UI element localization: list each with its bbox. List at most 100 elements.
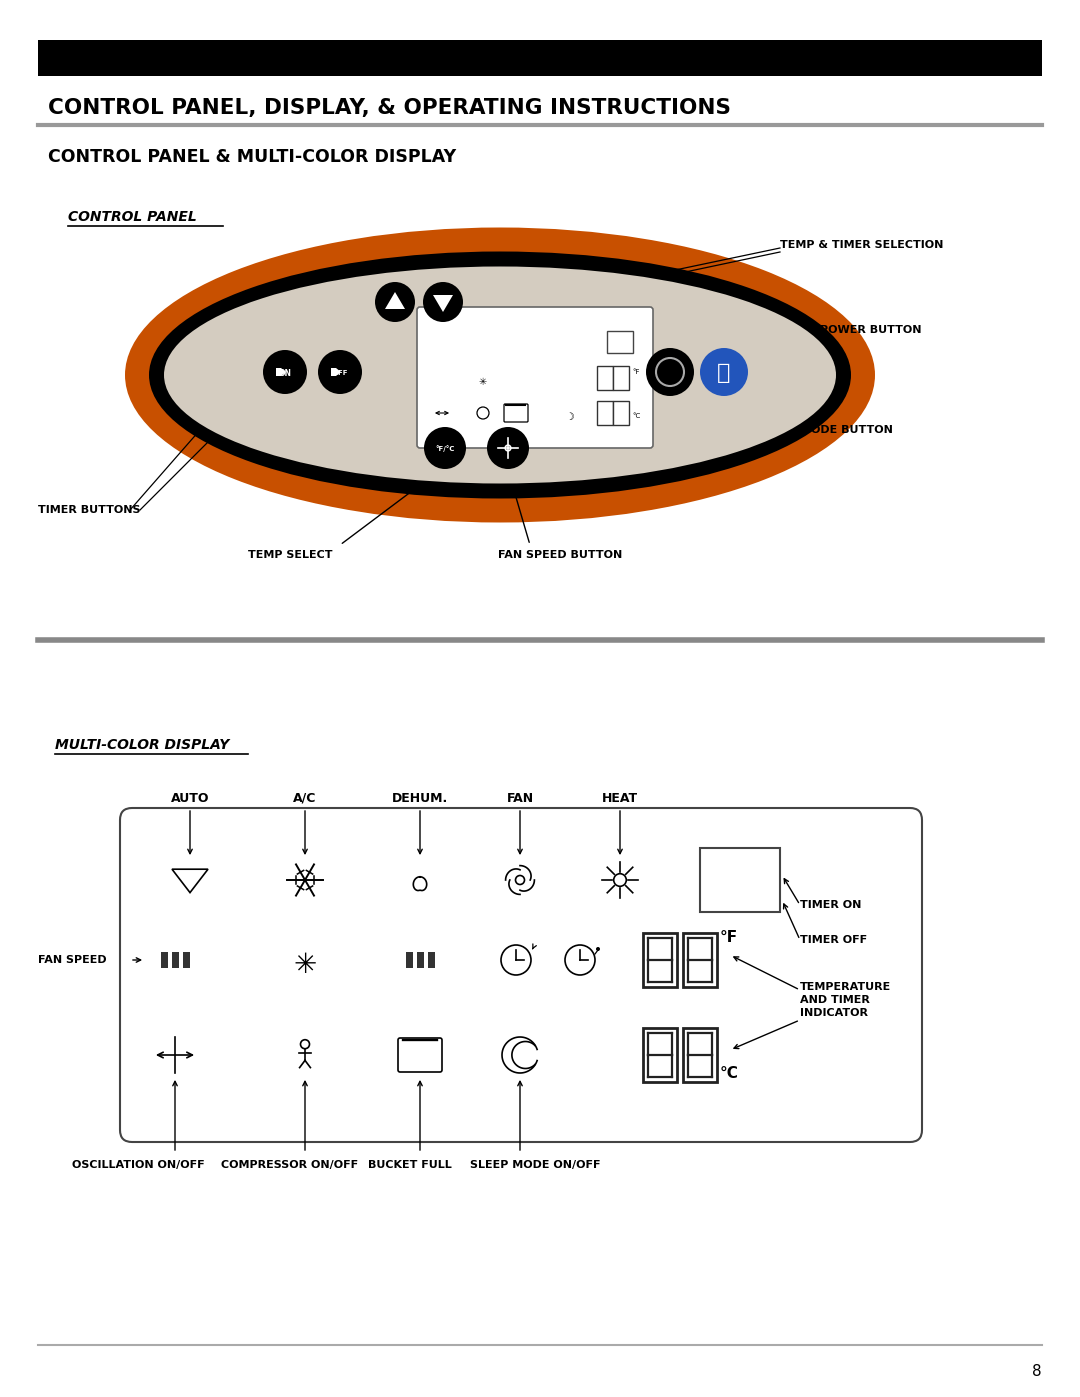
Text: °F/°C: °F/°C [435,446,455,453]
Circle shape [423,282,463,321]
Bar [514,374,519,383]
Bar [430,376,435,381]
Bar [172,956,178,965]
FancyBboxPatch shape [399,1038,442,1071]
FancyBboxPatch shape [683,933,717,988]
FancyBboxPatch shape [597,401,613,425]
FancyBboxPatch shape [700,848,780,912]
FancyBboxPatch shape [607,331,633,353]
Text: DEHUM.: DEHUM. [392,792,448,805]
Bar [530,370,535,387]
Ellipse shape [149,251,851,499]
Circle shape [700,348,748,395]
Bar [161,957,167,964]
Bar [417,954,423,967]
Text: MODE BUTTON: MODE BUTTON [800,425,893,434]
Polygon shape [276,367,286,376]
Bar [183,958,189,963]
Bar [172,957,178,964]
Bar [405,958,413,963]
Bar [522,372,527,386]
Text: ✳: ✳ [478,377,487,387]
Circle shape [487,427,529,469]
Bar [405,951,413,968]
Text: 8: 8 [1032,1365,1042,1379]
Text: COMPRESSOR ON/OFF: COMPRESSOR ON/OFF [221,1160,359,1171]
Ellipse shape [125,228,875,522]
Text: TIMER ON: TIMER ON [800,900,862,909]
Bar [417,958,423,963]
Bar [172,958,178,963]
Bar [161,958,167,963]
Text: TEMPERATURE
AND TIMER
INDICATOR: TEMPERATURE AND TIMER INDICATOR [800,982,891,1018]
Bar [183,956,189,965]
Text: CONTROL PANEL & MULTI-COLOR DISPLAY: CONTROL PANEL & MULTI-COLOR DISPLAY [48,148,456,166]
Text: A/C: A/C [294,792,316,805]
Text: °F: °F [632,369,639,374]
FancyBboxPatch shape [504,404,528,422]
Text: TIMER BUTTONS: TIMER BUTTONS [38,504,140,515]
Text: AUTO: AUTO [171,792,210,805]
FancyBboxPatch shape [417,307,653,448]
Text: HEAT: HEAT [602,792,638,805]
Circle shape [646,348,694,395]
Text: OSCILLATION ON/OFF: OSCILLATION ON/OFF [71,1160,204,1171]
Text: TEMP SELECT: TEMP SELECT [247,550,333,560]
Text: CONTROL PANEL, DISPLAY, & OPERATING INSTRUCTIONS: CONTROL PANEL, DISPLAY, & OPERATING INST… [48,98,731,117]
Text: ON: ON [279,369,292,377]
Bar [405,954,413,967]
Bar [417,957,423,964]
Bar [428,954,434,967]
Bar [172,954,178,967]
Bar [405,957,413,964]
Text: TIMER OFF: TIMER OFF [800,935,867,944]
Text: °C: °C [632,414,640,419]
Text: TEMP & TIMER SELECTION: TEMP & TIMER SELECTION [780,240,943,250]
Polygon shape [384,292,405,309]
Text: MULTI-COLOR DISPLAY: MULTI-COLOR DISPLAY [55,738,229,752]
FancyBboxPatch shape [643,1028,677,1083]
FancyBboxPatch shape [643,933,677,988]
Bar [161,954,167,967]
Text: FAN SPEED BUTTON: FAN SPEED BUTTON [498,550,622,560]
FancyBboxPatch shape [683,1028,717,1083]
Polygon shape [330,367,341,376]
Text: FAN SPEED: FAN SPEED [38,956,107,965]
Bar [183,951,189,968]
Text: ⏻: ⏻ [717,363,731,383]
Bar [507,376,511,381]
Bar [428,951,434,968]
Circle shape [596,947,600,951]
Text: FAN: FAN [507,792,534,805]
Circle shape [424,427,465,469]
Polygon shape [433,295,453,312]
Bar [172,951,178,968]
Text: °C: °C [720,1066,739,1080]
Bar [161,951,167,968]
FancyBboxPatch shape [120,807,922,1141]
Text: °F: °F [720,930,738,946]
Bar [405,956,413,965]
Bar [183,957,189,964]
FancyBboxPatch shape [613,366,629,390]
Text: POWER BUTTON: POWER BUTTON [820,326,921,335]
Bar [417,951,423,968]
Bar [38,41,1042,75]
Circle shape [318,351,362,394]
Bar [446,372,451,386]
Text: ✳: ✳ [294,951,316,979]
Circle shape [264,351,307,394]
Text: OFF: OFF [333,370,348,376]
Bar [428,957,434,964]
FancyBboxPatch shape [613,401,629,425]
Bar [417,956,423,965]
Text: BUCKET FULL: BUCKET FULL [368,1160,451,1171]
Text: SLEEP MODE ON/OFF: SLEEP MODE ON/OFF [470,1160,600,1171]
Bar [161,956,167,965]
Bar [428,956,434,965]
Ellipse shape [164,267,836,483]
Bar [438,374,443,383]
Text: CONTROL PANEL: CONTROL PANEL [68,210,197,224]
Text: ☽: ☽ [566,412,575,422]
Circle shape [375,282,415,321]
